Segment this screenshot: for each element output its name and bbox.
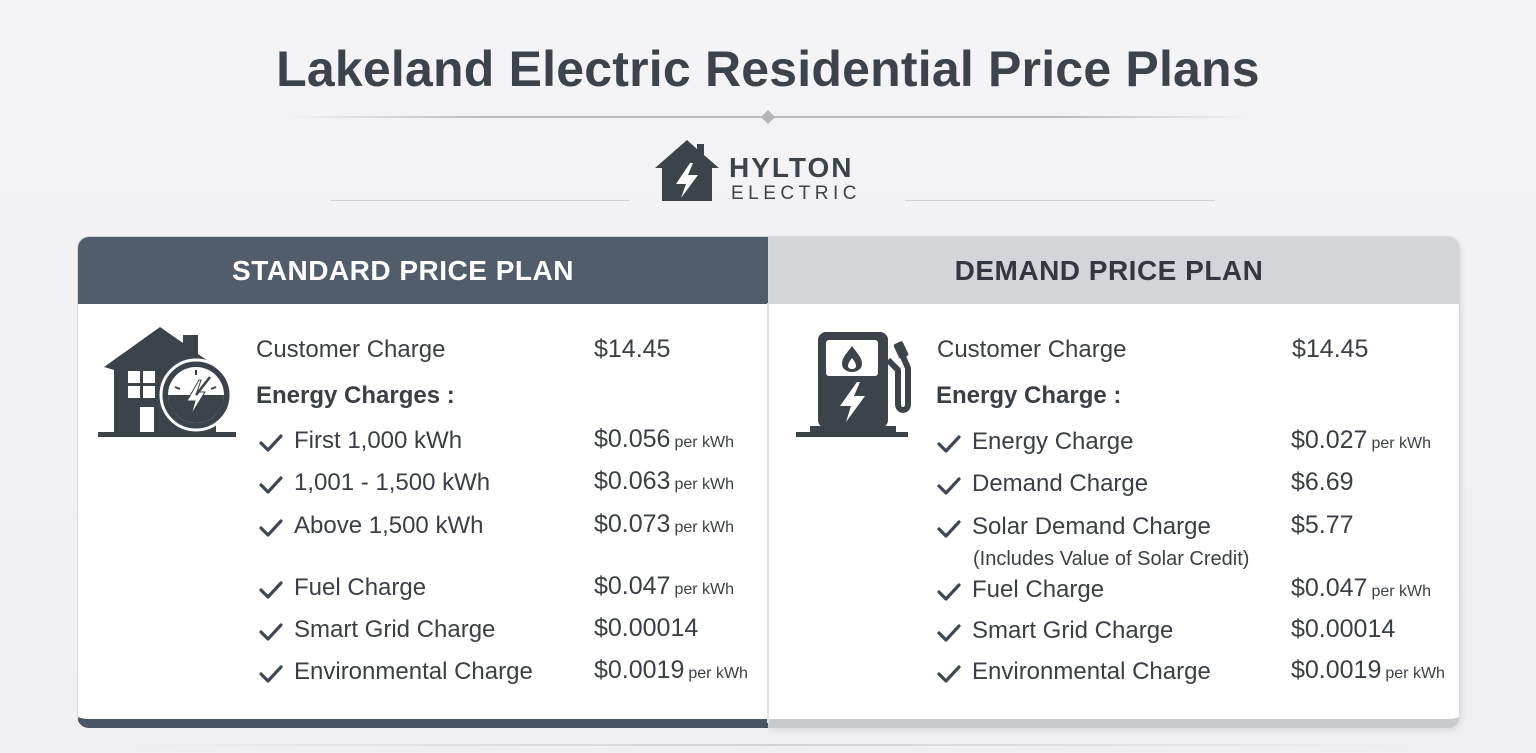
standard-energy-heading: Energy Charges : — [256, 382, 455, 409]
demand-item-5-value: $0.00014 — [1291, 615, 1396, 643]
standard-tier-3-amount: $0.073 per kWh — [594, 510, 734, 539]
demand-plan-title: DEMAND PRICE PLAN — [769, 237, 1459, 304]
check-icon — [937, 477, 961, 495]
standard-extra-3-unit: per kWh — [688, 665, 748, 682]
standard-tier-1-value: $0.056 — [594, 425, 671, 453]
check-icon — [259, 519, 283, 537]
standard-extra-1-unit: per kWh — [674, 581, 735, 598]
demand-item-4-amount: $0.047 per kWh — [1291, 574, 1431, 603]
check-icon — [937, 583, 961, 601]
demand-item-5-amount: $0.00014 — [1291, 615, 1399, 644]
standard-customer-charge-amount: $14.45 — [594, 335, 671, 363]
brand-logo: HYLTON ELECTRIC — [652, 138, 882, 208]
demand-item-4-value: $0.047 — [1291, 574, 1368, 602]
solar-credit-note: (Includes Value of Solar Credit) — [973, 548, 1250, 570]
demand-item-3-value: $5.77 — [1291, 511, 1354, 539]
check-icon — [259, 434, 283, 452]
demand-item-3-label: Solar Demand Charge — [972, 513, 1211, 540]
demand-item-2-value: $6.69 — [1291, 468, 1354, 496]
standard-extra-3-label: Environmental Charge — [294, 658, 533, 685]
fuel-pump-lightning-icon — [796, 332, 911, 437]
demand-item-6-amount: $0.0019 per kWh — [1291, 656, 1445, 685]
standard-extra-1-label: Fuel Charge — [294, 574, 427, 601]
demand-item-6-label: Environmental Charge — [972, 658, 1211, 685]
panel-divider — [767, 303, 769, 723]
standard-extra-1-value: $0.047 — [594, 572, 671, 600]
standard-tier-2-label: 1,001 - 1,500 kWh — [294, 469, 491, 496]
demand-item-6-value: $0.0019 — [1291, 656, 1382, 684]
demand-item-2-label: Demand Charge — [972, 470, 1149, 497]
bottom-shadow — [120, 744, 1420, 746]
standard-customer-charge-label: Customer Charge — [256, 336, 446, 363]
demand-item-2-amount: $6.69 — [1291, 468, 1358, 497]
house-lightning-icon — [655, 140, 719, 201]
demand-item-5-label: Smart Grid Charge — [972, 617, 1174, 644]
demand-item-4-label: Fuel Charge — [972, 576, 1105, 603]
check-icon — [937, 520, 961, 538]
check-icon — [259, 623, 283, 641]
standard-extra-2-amount: $0.00014 — [594, 614, 702, 643]
standard-tier-3-unit: per kWh — [674, 519, 735, 536]
demand-item-6-unit: per kWh — [1385, 665, 1445, 682]
standard-plan-panel: STANDARD PRICE PLAN — [77, 236, 768, 728]
demand-item-4-unit: per kWh — [1371, 583, 1432, 600]
demand-customer-charge-label: Customer Charge — [937, 336, 1127, 363]
check-icon — [937, 435, 961, 453]
demand-energy-heading: Energy Charge : — [936, 382, 1122, 409]
logo-subtitle: ELECTRIC — [731, 183, 861, 204]
demand-item-3-amount: $5.77 — [1291, 511, 1358, 540]
demand-customer-charge-amount: $14.45 — [1292, 335, 1369, 363]
demand-item-1-unit: per kWh — [1371, 435, 1432, 452]
standard-extra-3-value: $0.0019 — [594, 656, 685, 684]
standard-tier-1-unit: per kWh — [674, 434, 735, 451]
page-title: Lakeland Electric Residential Price Plan… — [276, 41, 1260, 97]
logo-rule-left — [330, 200, 630, 201]
standard-tier-2-value: $0.063 — [594, 467, 671, 495]
standard-tier-1-label: First 1,000 kWh — [294, 427, 463, 454]
logo-name: HYLTON — [729, 152, 854, 183]
standard-extra-3-amount: $0.0019 per kWh — [594, 656, 748, 685]
demand-plan-panel: DEMAND PRICE PLAN — [768, 236, 1460, 728]
demand-item-1-label: Energy Charge — [972, 428, 1134, 455]
logo-rule-right — [905, 200, 1215, 201]
standard-extra-2-value: $0.00014 — [594, 614, 699, 642]
house-meter-icon — [98, 327, 236, 437]
standard-extra-1-amount: $0.047 per kWh — [594, 572, 734, 601]
standard-tier-3-value: $0.073 — [594, 510, 671, 538]
check-icon — [259, 665, 283, 683]
check-icon — [937, 624, 961, 642]
check-icon — [259, 581, 283, 599]
standard-tier-2-amount: $0.063 per kWh — [594, 467, 734, 496]
check-icon — [937, 665, 961, 683]
standard-tier-2-unit: per kWh — [674, 476, 735, 493]
check-icon — [259, 476, 283, 494]
demand-item-1-amount: $0.027 per kWh — [1291, 426, 1431, 455]
demand-item-1-value: $0.027 — [1291, 426, 1368, 454]
standard-extra-2-label: Smart Grid Charge — [294, 616, 496, 643]
standard-tier-1-amount: $0.056 per kWh — [594, 425, 734, 454]
standard-tier-3-label: Above 1,500 kWh — [294, 512, 484, 539]
divider-diamond — [760, 109, 776, 125]
standard-plan-title: STANDARD PRICE PLAN — [78, 237, 768, 304]
